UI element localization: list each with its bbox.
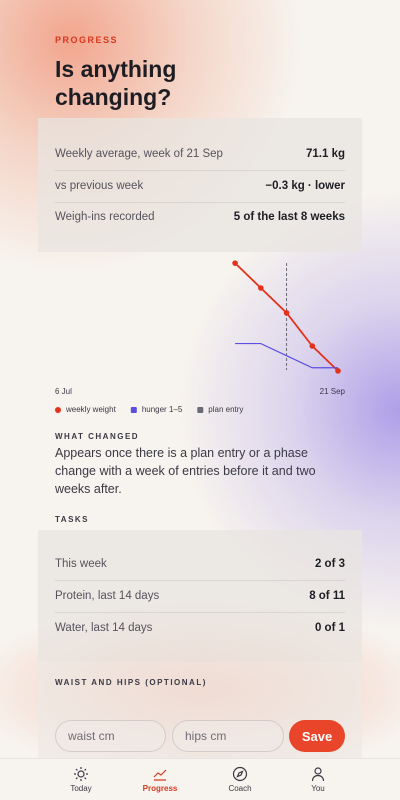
data-point <box>258 285 264 291</box>
row-value: 0 of 1 <box>314 622 345 634</box>
section-heading: WAIST AND HIPS (OPTIONAL) <box>55 678 207 687</box>
task-row: Water, last 14 days 0 of 1 <box>55 612 345 644</box>
nav-label: You <box>311 784 325 793</box>
you-icon <box>311 767 325 782</box>
legend-label: weekly weight <box>65 405 117 414</box>
nav-label: Coach <box>228 784 252 793</box>
nav-item[interactable]: Today <box>41 759 121 800</box>
nav-item[interactable]: Coach <box>200 759 280 800</box>
trend-chart: 6 Jul 21 Sep weekly weight hunger 1–5 plan e… <box>55 260 346 414</box>
data-point <box>283 310 290 316</box>
nav-label: Progress <box>142 784 178 793</box>
legend-swatch <box>197 407 204 413</box>
row-label: This week <box>55 558 107 570</box>
row-label: Water, last 14 days <box>55 622 153 634</box>
summary-row: Weigh-ins recorded 5 of the last 8 weeks <box>55 201 345 233</box>
tasks-card: This week 2 of 3 Protein, last 14 days 8 o… <box>38 530 362 662</box>
legend-label: plan entry <box>208 405 243 414</box>
row-value: 5 of the last 8 weeks <box>233 211 345 223</box>
summary-row: vs previous week −0.3 kg · lower <box>55 170 345 203</box>
progress-icon <box>153 769 167 781</box>
series-line <box>235 342 338 369</box>
legend-swatch <box>55 407 61 413</box>
coach-icon <box>232 766 248 782</box>
task-row: This week 2 of 3 <box>55 548 345 581</box>
nav-label: Today <box>70 784 92 793</box>
summary-card: Weekly average, week of 21 Sep 71.1 kg vs… <box>38 118 362 252</box>
row-label: Weekly average, week of 21 Sep <box>55 148 223 160</box>
hips-input[interactable]: hips cm <box>172 720 284 752</box>
row-value: 71.1 kg <box>306 148 345 160</box>
eyebrow: PROGRESS <box>55 35 119 45</box>
row-label: Weigh-ins recorded <box>55 211 155 223</box>
section-heading: TASKS <box>55 515 90 524</box>
row-label: Protein, last 14 days <box>55 590 160 602</box>
section-heading: WHAT CHANGED <box>55 432 140 441</box>
row-value: −0.3 kg · lower <box>265 180 345 192</box>
task-row: Protein, last 14 days 8 of 11 <box>55 580 345 613</box>
bottom-nav: Today Progress Coach You <box>0 758 400 800</box>
data-point <box>232 260 238 266</box>
section-text: Appears once there is a plan entry or a … <box>55 446 316 496</box>
waist-input[interactable]: waist cm <box>55 720 166 752</box>
x-tick-label: 6 Jul <box>55 387 72 396</box>
nav-item[interactable]: Progress <box>120 759 200 800</box>
row-value: 2 of 3 <box>314 558 345 570</box>
data-point <box>335 368 341 374</box>
row-label: vs previous week <box>55 180 144 192</box>
legend-swatch <box>130 407 137 413</box>
today-icon <box>74 767 88 781</box>
row-value: 8 of 11 <box>309 590 345 602</box>
data-point <box>309 343 316 349</box>
legend-label: hunger 1–5 <box>142 405 183 414</box>
nav-item[interactable]: You <box>278 759 358 800</box>
save-button[interactable]: Save <box>289 720 345 752</box>
page-title: Is anything changing? <box>55 56 177 110</box>
summary-row: Weekly average, week of 21 Sep 71.1 kg <box>55 138 345 171</box>
x-tick-label: 21 Sep <box>320 387 346 396</box>
